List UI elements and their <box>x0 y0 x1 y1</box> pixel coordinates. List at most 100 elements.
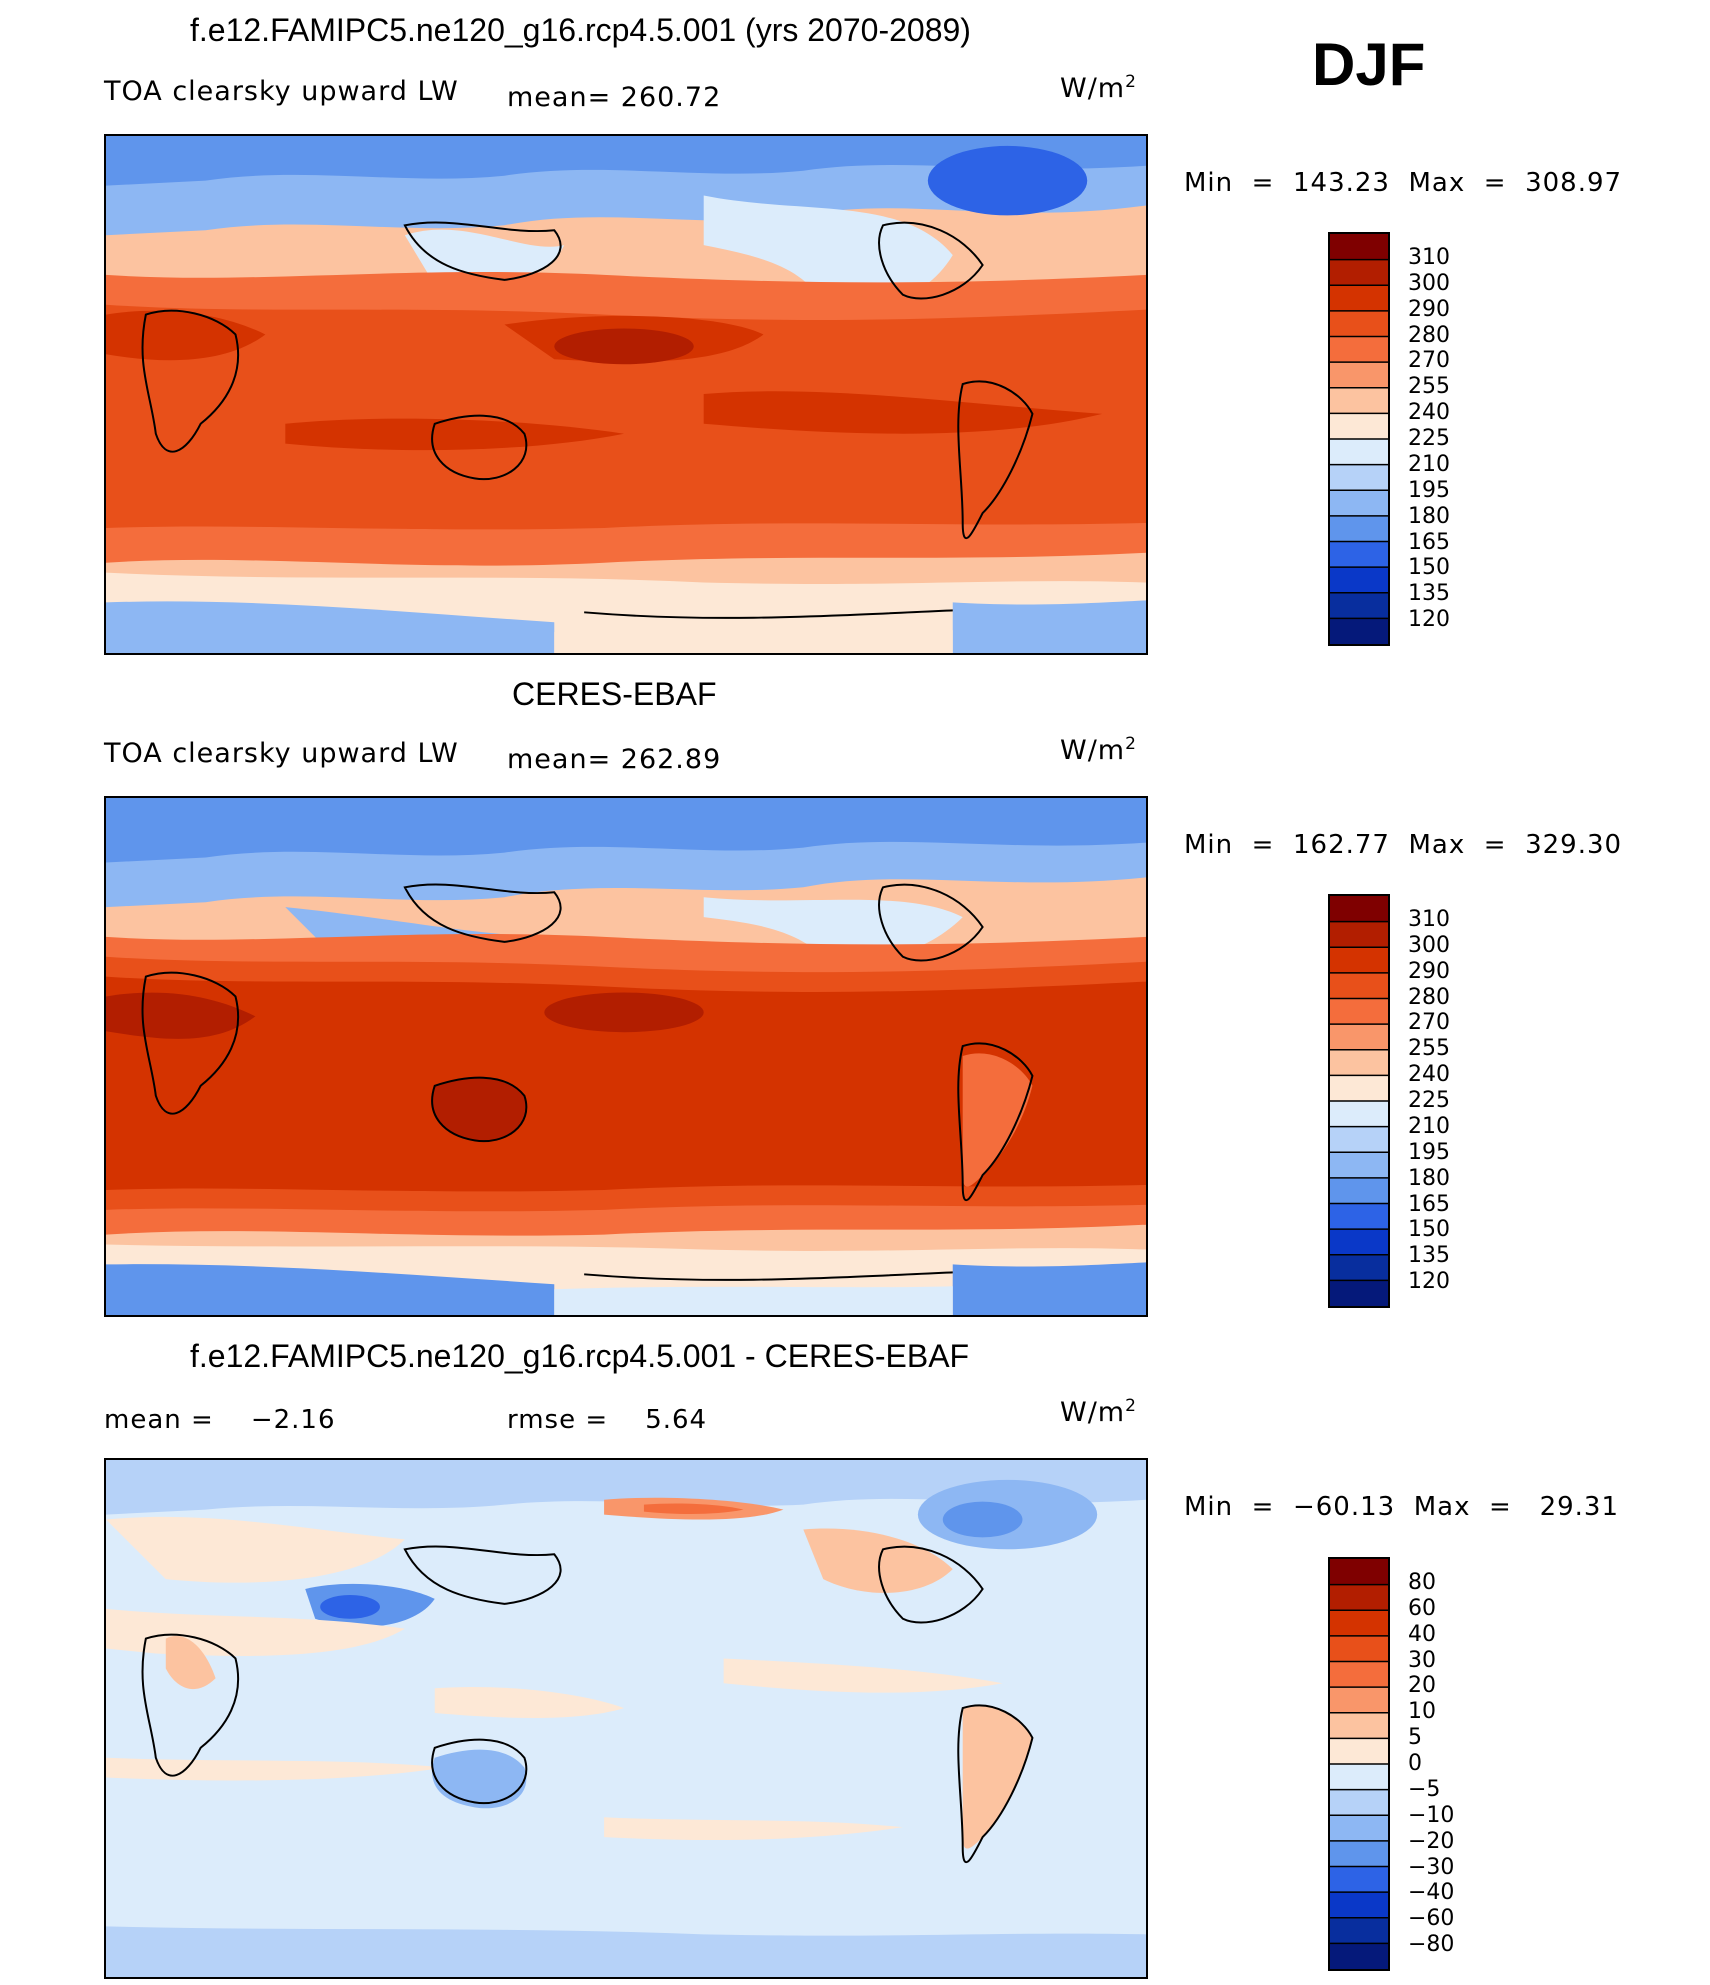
colorbar-swatch <box>1330 1049 1388 1076</box>
colorbar-tick-label: 270 <box>1408 1010 1450 1036</box>
colorbar-swatch <box>1330 1815 1388 1842</box>
colorbar-swatch <box>1330 896 1388 923</box>
colorbar-swatch <box>1330 1584 1388 1611</box>
colorbar-swatch <box>1330 336 1388 363</box>
colorbar-swatch <box>1330 1152 1388 1179</box>
colorbar-swatch <box>1330 1101 1388 1128</box>
colorbar-swatch <box>1330 1943 1388 1969</box>
panel2-title: CERES-EBAF <box>512 676 717 712</box>
colorbar-swatch <box>1330 490 1388 517</box>
colorbar-swatch <box>1330 1764 1388 1791</box>
colorbar-tick-label: 60 <box>1408 1595 1436 1621</box>
colorbar-tick-label: 300 <box>1408 270 1450 296</box>
colorbar-tick-label: 180 <box>1408 1165 1450 1191</box>
colorbar-tick-label: 280 <box>1408 984 1450 1010</box>
panel3-colorbar <box>1328 1557 1390 1971</box>
colorbar-swatch <box>1330 1840 1388 1868</box>
panel1-field-label: TOA clearsky upward LW <box>104 76 459 107</box>
colorbar-swatch <box>1330 1559 1388 1586</box>
colorbar-tick-label: 255 <box>1408 1036 1450 1062</box>
colorbar-swatch <box>1330 1866 1388 1893</box>
colorbar-tick-label: −60 <box>1408 1906 1455 1932</box>
colorbar-tick-label: 195 <box>1408 1139 1450 1165</box>
colorbar-tick-label: 270 <box>1408 348 1450 374</box>
colorbar-swatch <box>1330 1203 1388 1230</box>
colorbar-tick-label: 5 <box>1408 1725 1422 1751</box>
panel1-map-graphic <box>106 136 1146 653</box>
colorbar-swatch <box>1330 1229 1388 1256</box>
colorbar-tick-label: −5 <box>1408 1776 1441 1802</box>
panel3-colorbar-swatches <box>1330 1559 1388 1969</box>
colorbar-swatch <box>1330 362 1388 389</box>
panel3-title: f.e12.FAMIPC5.ne120_g16.rcp4.5.001 - CER… <box>190 1338 970 1374</box>
colorbar-tick-label: −10 <box>1408 1802 1455 1828</box>
colorbar-swatch <box>1330 947 1388 974</box>
colorbar-swatch <box>1330 1635 1388 1663</box>
colorbar-swatch <box>1330 1712 1388 1739</box>
colorbar-tick-label: 150 <box>1408 555 1450 581</box>
colorbar-tick-label: 225 <box>1408 426 1450 451</box>
colorbar-tick-label: 240 <box>1408 1062 1450 1088</box>
colorbar-tick-label: 80 <box>1408 1569 1436 1595</box>
panel2-map <box>104 796 1148 1317</box>
colorbar-swatch <box>1330 1075 1388 1102</box>
colorbar-swatch <box>1330 972 1388 1000</box>
panel2-minmax: Min = 162.77 Max = 329.30 <box>1184 830 1623 860</box>
colorbar-swatch <box>1330 1892 1388 1919</box>
panel1-mean: mean= 260.72 <box>507 82 722 113</box>
colorbar-swatch <box>1330 234 1388 261</box>
colorbar-swatch <box>1330 1126 1388 1153</box>
panel2-map-graphic <box>106 798 1146 1315</box>
panel3-minmax: Min = −60.13 Max = 29.31 <box>1184 1492 1620 1522</box>
colorbar-tick-label: 150 <box>1408 1217 1450 1243</box>
colorbar-tick-label: −20 <box>1408 1828 1455 1854</box>
colorbar-swatch <box>1330 387 1388 414</box>
colorbar-swatch <box>1330 998 1388 1025</box>
colorbar-tick-label: 310 <box>1408 906 1450 932</box>
colorbar-tick-label: −30 <box>1408 1854 1455 1880</box>
panel3-map <box>104 1458 1148 1979</box>
panel2-colorbar-labels: 310 300 290 280 270 255 240 225 210 195 180 165 150 1… <box>1408 894 1488 1308</box>
colorbar-swatch <box>1330 567 1388 594</box>
colorbar-tick-label: 20 <box>1408 1673 1436 1699</box>
panel1-units: W/m2 <box>1060 72 1137 104</box>
colorbar-swatch <box>1330 1254 1388 1281</box>
colorbar-swatch <box>1330 439 1388 466</box>
colorbar-swatch <box>1330 1024 1388 1051</box>
panel1-map <box>104 134 1148 655</box>
colorbar-swatch <box>1330 921 1388 948</box>
colorbar-swatch <box>1330 413 1388 440</box>
colorbar-tick-label: 165 <box>1408 1191 1450 1217</box>
colorbar-tick-label: 310 <box>1408 244 1450 270</box>
colorbar-tick-label: 210 <box>1408 1113 1450 1139</box>
colorbar-tick-label: 135 <box>1408 1243 1450 1269</box>
colorbar-tick-label: 0 <box>1408 1751 1422 1776</box>
colorbar-swatch <box>1330 515 1388 543</box>
panel2-colorbar-swatches <box>1330 896 1388 1306</box>
colorbar-tick-label: 255 <box>1408 374 1450 400</box>
colorbar-swatch <box>1330 464 1388 491</box>
panel3-map-graphic <box>106 1460 1146 1977</box>
panel1-colorbar <box>1328 232 1390 646</box>
colorbar-swatch <box>1330 1917 1388 1944</box>
colorbar-swatch <box>1330 259 1388 286</box>
colorbar-swatch <box>1330 592 1388 619</box>
colorbar-tick-label: −80 <box>1408 1932 1455 1958</box>
panel1-title: f.e12.FAMIPC5.ne120_g16.rcp4.5.001 (yrs … <box>190 12 971 48</box>
colorbar-swatch <box>1330 1280 1388 1306</box>
colorbar-tick-label: 240 <box>1408 400 1450 426</box>
panel1-colorbar-swatches <box>1330 234 1388 644</box>
colorbar-tick-label: 10 <box>1408 1699 1436 1725</box>
colorbar-swatch <box>1330 541 1388 568</box>
colorbar-swatch <box>1330 1610 1388 1637</box>
colorbar-tick-label: 290 <box>1408 958 1450 984</box>
panel3-units: W/m2 <box>1060 1396 1137 1428</box>
panel2-colorbar <box>1328 894 1390 1308</box>
colorbar-swatch <box>1330 310 1388 338</box>
panel3-rmse: rmse = 5.64 <box>507 1405 708 1435</box>
panel3-mean: mean = −2.16 <box>104 1405 336 1435</box>
colorbar-tick-label: 165 <box>1408 529 1450 555</box>
colorbar-tick-label: 40 <box>1408 1621 1436 1647</box>
colorbar-swatch <box>1330 1738 1388 1765</box>
colorbar-swatch <box>1330 1789 1388 1816</box>
